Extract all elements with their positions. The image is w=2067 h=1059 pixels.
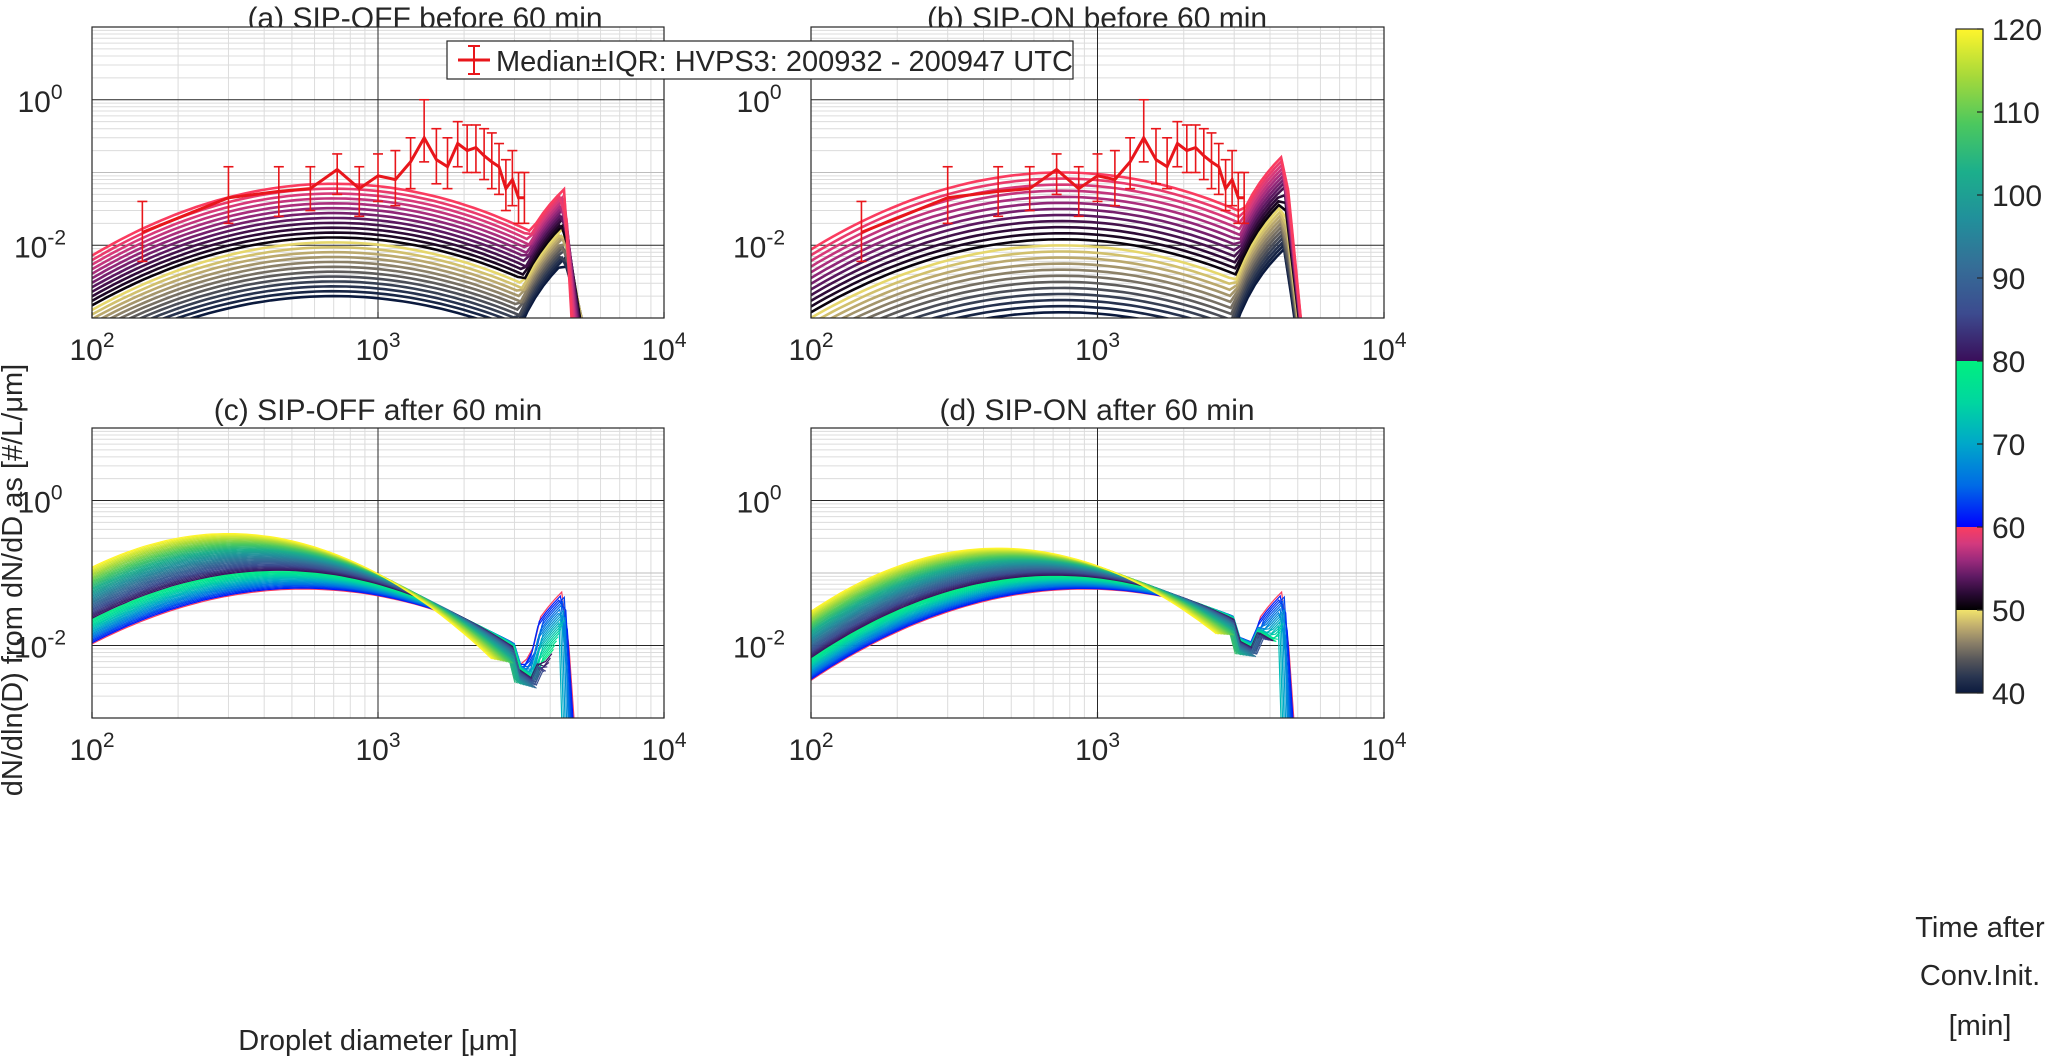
model-curves xyxy=(811,547,1295,718)
panel-d: (d) SIP-ON after 60 min 102 103 104 10-2 100 xyxy=(733,394,1407,767)
panel-d-title: (d) SIP-ON after 60 min xyxy=(939,394,1254,427)
model-curve xyxy=(811,158,1302,318)
x-tick-label: 103 xyxy=(1075,329,1120,367)
observed-median xyxy=(856,98,1250,263)
model-curve xyxy=(92,213,580,318)
observed-median xyxy=(137,98,530,263)
model-curve xyxy=(92,182,573,318)
panel-d-plot: 102 103 104 10-2 100 xyxy=(733,427,1407,767)
model-curve xyxy=(811,206,1300,318)
legend-box xyxy=(446,40,1074,80)
colorbar-label-line-1: Time after xyxy=(1915,912,2045,944)
colorbar-tick-label: 80 xyxy=(1992,346,2025,379)
panel-c-title: (c) SIP-OFF after 60 min xyxy=(214,394,542,427)
colorbar: 40 50 60 70 80 90 100 110 120 Time after Conv.In… xyxy=(1915,14,2045,1042)
model-curve xyxy=(160,255,583,318)
y-tick-label: 10-2 xyxy=(733,226,785,264)
y-tick-label: 100 xyxy=(736,482,781,520)
panel-c: (c) SIP-OFF after 60 min 102 103 10410-210… xyxy=(14,394,687,767)
model-curve xyxy=(92,532,493,660)
colorbar-tick-label: 40 xyxy=(1992,678,2025,711)
model-curve xyxy=(878,228,1298,318)
colorbar-tick-label: 100 xyxy=(1992,180,2042,213)
model-curve xyxy=(127,245,583,318)
colorbar-tick-label: 110 xyxy=(1992,97,2040,130)
model-curve xyxy=(92,223,581,318)
colorbar-segment xyxy=(1956,610,1983,693)
median-line xyxy=(860,134,1245,234)
median-line xyxy=(141,134,525,234)
model-curve xyxy=(852,220,1299,318)
grid xyxy=(92,428,664,719)
y-tick-label: 100 xyxy=(17,81,62,119)
model-curve xyxy=(92,223,582,318)
model-curve xyxy=(149,255,583,318)
model-curve xyxy=(92,213,580,318)
model-curve xyxy=(92,205,579,318)
colorbar-segment xyxy=(1956,527,1983,610)
y-tick-label: 10-2 xyxy=(733,627,785,665)
legend-label: Median±IQR: HVPS3: 200932 - 200947 UTC xyxy=(496,46,1073,78)
model-curve xyxy=(811,172,1302,318)
model-curve xyxy=(893,231,1298,318)
model-curve xyxy=(811,199,1301,318)
x-tick-label: 104 xyxy=(641,729,686,767)
model-curve xyxy=(811,184,1301,318)
model-curve xyxy=(811,203,1301,318)
model-curve xyxy=(840,217,1299,318)
model-curve xyxy=(92,204,578,318)
legend: Median±IQR: HVPS3: 200932 - 200947 UTC xyxy=(446,40,1074,80)
model-curve xyxy=(818,210,1300,318)
model-curve xyxy=(811,176,1302,318)
y-tick-label: 10-2 xyxy=(14,226,66,264)
x-tick-label: 103 xyxy=(355,729,400,767)
colorbar-tick-label: 90 xyxy=(1992,263,2025,296)
x-tick-label: 104 xyxy=(1361,729,1406,767)
model-curve xyxy=(173,256,583,318)
model-curve xyxy=(811,193,1301,318)
model-curve xyxy=(92,201,577,318)
model-curve xyxy=(929,239,1297,318)
x-tick-label: 102 xyxy=(788,729,833,767)
model-curve xyxy=(92,224,582,318)
model-curves xyxy=(92,182,583,318)
model-curve xyxy=(811,547,1217,635)
model-curve xyxy=(92,214,581,318)
colorbar-tick-label: 70 xyxy=(1992,429,2025,462)
model-curve xyxy=(188,265,583,318)
x-tick-label: 104 xyxy=(641,329,686,367)
model-curves xyxy=(92,532,575,718)
model-curve xyxy=(92,234,583,318)
model-curve xyxy=(92,233,583,318)
x-tick-label: 103 xyxy=(355,329,400,367)
model-curve xyxy=(99,234,583,318)
model-curve xyxy=(864,224,1299,318)
model-curve xyxy=(811,165,1302,318)
x-tick-label: 104 xyxy=(1361,329,1406,367)
x-tick-label: 102 xyxy=(788,329,833,367)
model-curve xyxy=(108,242,583,318)
x-tick-label: 102 xyxy=(69,729,114,767)
colorbar-label-line-3: [min] xyxy=(1949,1010,2012,1042)
model-curve xyxy=(981,246,1296,318)
y-axis-label: dN/dln(D) from dN/dD as [#/L/μm] xyxy=(0,364,29,797)
model-curve xyxy=(92,195,576,318)
model-curve xyxy=(811,169,1302,318)
colorbar-tick-label: 60 xyxy=(1992,512,2025,545)
colorbar-tick-label: 120 xyxy=(1992,14,2042,47)
colorbar-tick-label: 50 xyxy=(1992,595,2025,628)
y-tick-label: 100 xyxy=(736,81,781,119)
model-curve xyxy=(137,247,583,318)
model-curve xyxy=(952,242,1297,318)
model-curve xyxy=(828,213,1300,318)
colorbar-label-line-2: Conv.Init. xyxy=(1920,960,2040,992)
model-curve xyxy=(117,244,583,318)
model-curve xyxy=(811,180,1301,318)
x-tick-label: 102 xyxy=(69,329,114,367)
x-axis-label: Droplet diameter [μm] xyxy=(238,1025,517,1057)
x-tick-label: 103 xyxy=(1075,729,1120,767)
